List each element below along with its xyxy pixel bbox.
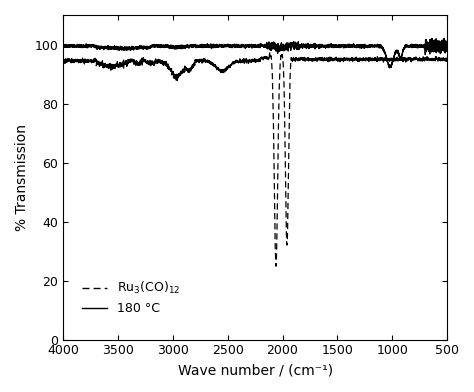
Legend: Ru$_3$(CO)$_{12}$, 180 °C: Ru$_3$(CO)$_{12}$, 180 °C — [77, 275, 185, 320]
Y-axis label: % Transmission: % Transmission — [15, 124, 29, 231]
X-axis label: Wave number / (cm⁻¹): Wave number / (cm⁻¹) — [178, 363, 333, 377]
